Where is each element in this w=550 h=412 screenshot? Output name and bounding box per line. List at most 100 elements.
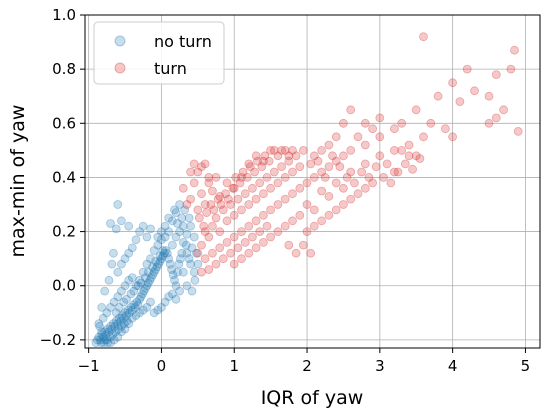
point-no-turn xyxy=(149,308,159,318)
point-no-turn xyxy=(104,275,114,285)
point-no-turn xyxy=(149,246,159,255)
point-turn xyxy=(262,172,272,182)
point-no-turn xyxy=(186,259,196,269)
point-turn xyxy=(189,178,199,188)
point-no-turn xyxy=(93,335,102,345)
point-turn xyxy=(404,151,414,161)
point-no-turn xyxy=(94,332,104,342)
point-no-turn xyxy=(110,321,120,331)
point-turn xyxy=(277,145,287,155)
point-no-turn xyxy=(113,319,123,329)
point-turn xyxy=(189,159,199,169)
point-no-turn xyxy=(107,324,117,334)
point-turn xyxy=(222,216,232,226)
point-turn xyxy=(324,210,334,220)
point-no-turn xyxy=(149,267,159,277)
point-turn xyxy=(317,145,327,155)
point-turn xyxy=(269,167,279,177)
point-turn xyxy=(226,248,236,258)
point-turn xyxy=(200,227,210,237)
point-no-turn xyxy=(114,324,123,334)
point-turn xyxy=(207,186,217,196)
point-turn xyxy=(197,162,206,172)
point-turn xyxy=(237,227,246,237)
point-no-turn xyxy=(95,335,105,345)
series-turn xyxy=(178,32,523,277)
point-no-turn xyxy=(104,327,114,337)
point-no-turn xyxy=(155,256,165,266)
point-turn xyxy=(368,124,378,134)
point-turn xyxy=(266,205,276,215)
point-no-turn xyxy=(158,246,168,255)
point-turn xyxy=(426,118,436,128)
point-turn xyxy=(244,221,254,231)
point-no-turn xyxy=(111,316,121,326)
point-turn xyxy=(484,91,494,101)
point-no-turn xyxy=(165,259,175,269)
point-turn xyxy=(357,167,367,177)
point-turn xyxy=(250,167,260,177)
point-no-turn xyxy=(181,240,191,250)
point-turn xyxy=(331,156,341,166)
point-no-turn xyxy=(91,338,101,348)
point-turn xyxy=(389,145,399,155)
point-turn xyxy=(273,151,283,161)
point-turn xyxy=(229,259,239,269)
point-no-turn xyxy=(97,302,107,312)
point-turn xyxy=(346,194,356,204)
x-tick-label: 1 xyxy=(229,357,239,375)
point-no-turn xyxy=(113,200,123,209)
point-no-turn xyxy=(156,227,166,237)
point-turn xyxy=(218,254,228,264)
point-no-turn xyxy=(103,338,112,348)
point-turn xyxy=(237,254,246,264)
x-tick-label: 0 xyxy=(157,357,167,375)
x-tick-label: −1 xyxy=(78,357,100,375)
point-turn xyxy=(298,240,308,250)
point-no-turn xyxy=(109,319,118,329)
point-turn xyxy=(375,132,385,142)
point-turn xyxy=(440,124,450,134)
x-tick-label: 4 xyxy=(448,357,458,375)
point-no-turn xyxy=(106,338,115,348)
point-turn xyxy=(346,105,356,115)
point-no-turn xyxy=(193,259,203,269)
point-turn xyxy=(317,167,327,177)
point-turn xyxy=(375,113,385,123)
point-no-turn xyxy=(127,273,137,283)
point-no-turn xyxy=(189,232,199,242)
point-no-turn xyxy=(103,324,112,334)
point-turn xyxy=(251,194,261,204)
point-turn xyxy=(470,86,479,96)
point-no-turn xyxy=(120,254,130,264)
point-turn xyxy=(218,205,228,215)
point-no-turn xyxy=(117,321,126,331)
point-turn xyxy=(295,183,305,193)
point-turn xyxy=(228,183,238,193)
x-tick-label: 2 xyxy=(302,357,312,375)
point-no-turn xyxy=(182,248,192,258)
point-no-turn xyxy=(146,224,155,234)
point-turn xyxy=(200,254,210,264)
point-turn xyxy=(328,151,337,161)
point-no-turn xyxy=(146,273,156,283)
point-turn xyxy=(368,178,378,188)
point-turn xyxy=(233,243,243,253)
point-turn xyxy=(284,151,294,161)
point-turn xyxy=(338,151,348,161)
point-no-turn xyxy=(160,297,170,307)
point-turn xyxy=(491,113,501,123)
point-turn xyxy=(204,232,214,242)
point-turn xyxy=(186,194,196,204)
point-turn xyxy=(324,140,334,150)
point-turn xyxy=(200,200,210,209)
point-no-turn xyxy=(120,308,130,318)
point-turn xyxy=(204,178,214,188)
point-turn xyxy=(346,145,356,155)
point-turn xyxy=(360,118,370,128)
point-turn xyxy=(411,151,421,161)
point-turn xyxy=(213,194,223,204)
point-turn xyxy=(229,183,239,193)
point-turn xyxy=(284,156,294,166)
point-no-turn xyxy=(160,232,170,242)
